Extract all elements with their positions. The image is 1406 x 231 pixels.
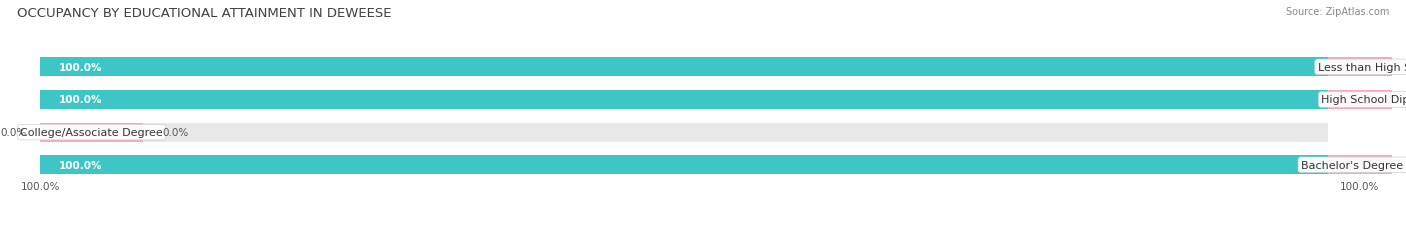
Bar [39, 156, 1327, 174]
Bar [39, 91, 1327, 109]
Text: Bachelor's Degree or higher: Bachelor's Degree or higher [1301, 160, 1406, 170]
Text: High School Diploma: High School Diploma [1322, 95, 1406, 105]
Text: 100.0%: 100.0% [59, 63, 103, 73]
Bar [39, 91, 1327, 109]
Text: OCCUPANCY BY EDUCATIONAL ATTAINMENT IN DEWEESE: OCCUPANCY BY EDUCATIONAL ATTAINMENT IN D… [17, 7, 391, 20]
Text: 100.0%: 100.0% [21, 181, 60, 191]
Bar [1327, 156, 1406, 174]
Bar [39, 123, 1327, 142]
Text: 100.0%: 100.0% [1340, 181, 1379, 191]
Text: 100.0%: 100.0% [59, 160, 103, 170]
Bar [39, 58, 1327, 77]
Bar [39, 156, 1327, 174]
Text: 0.0%: 0.0% [162, 128, 188, 137]
Text: 0.0%: 0.0% [0, 128, 27, 137]
Bar [1327, 58, 1406, 77]
Text: 100.0%: 100.0% [59, 95, 103, 105]
Text: College/Associate Degree: College/Associate Degree [20, 128, 163, 137]
Text: Source: ZipAtlas.com: Source: ZipAtlas.com [1285, 7, 1389, 17]
Text: Less than High School: Less than High School [1317, 63, 1406, 73]
Bar [39, 123, 143, 142]
Bar [39, 58, 1327, 77]
Bar [1327, 91, 1406, 109]
